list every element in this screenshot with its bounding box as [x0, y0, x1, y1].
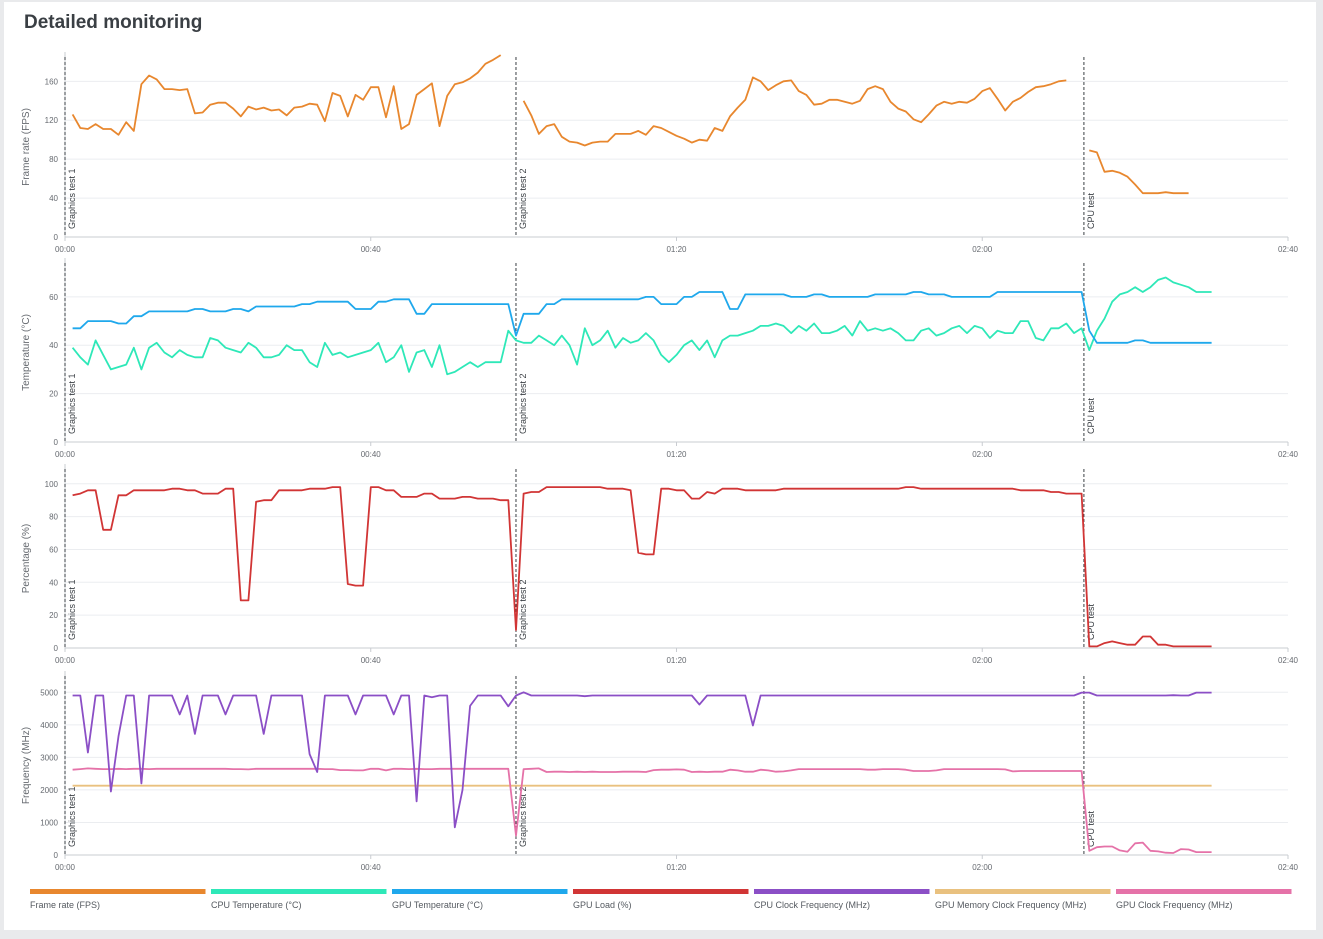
series-line [71, 276, 1212, 376]
y-axis-label: Percentage (%) [21, 524, 32, 593]
x-tick-label: 02:40 [1278, 450, 1299, 459]
y-tick-label: 20 [49, 390, 58, 399]
x-tick-label: 00:00 [55, 450, 76, 459]
y-tick-label: 120 [45, 116, 59, 125]
test-marker-label: CPU test [1086, 603, 1096, 640]
legend-swatch [30, 889, 206, 894]
y-tick-label: 20 [49, 611, 58, 620]
legend-label: CPU Temperature (°C) [211, 900, 301, 910]
legend-swatch [392, 889, 568, 894]
x-tick-label: 01:20 [666, 450, 687, 459]
x-tick-label: 02:40 [1278, 245, 1299, 254]
y-tick-label: 60 [49, 545, 58, 554]
legend-item: GPU Temperature (°C) [392, 889, 568, 910]
legend-item: CPU Temperature (°C) [211, 889, 387, 910]
y-tick-label: 60 [49, 293, 58, 302]
chart-panel-1: 0 40 80 120 160 00:00 00:40 01:20 02:00 02:40 Fram… [21, 52, 1299, 254]
x-tick-label: 00:00 [55, 656, 76, 665]
legend-item: CPU Clock Frequency (MHz) [754, 889, 930, 910]
y-tick-label: 1000 [40, 818, 58, 827]
y-tick-label: 0 [54, 644, 59, 653]
legend-item: GPU Load (%) [573, 889, 749, 910]
test-marker-label: Graphics test 1 [67, 579, 77, 640]
series-line [1089, 149, 1189, 195]
page-title: Detailed monitoring [24, 12, 203, 33]
series-line [72, 486, 1212, 648]
y-tick-label: 5000 [40, 688, 58, 697]
test-marker-label: Graphics test 2 [518, 168, 528, 229]
legend-label: GPU Temperature (°C) [392, 900, 483, 910]
y-tick-label: 80 [49, 513, 58, 522]
y-axis-label: Frame rate (FPS) [21, 108, 32, 186]
y-tick-label: 40 [49, 578, 58, 587]
x-tick-label: 02:00 [972, 245, 993, 254]
test-marker-label: Graphics test 2 [518, 373, 528, 434]
series-line [522, 76, 1067, 147]
x-tick-label: 00:00 [55, 863, 76, 872]
y-tick-label: 0 [54, 438, 59, 447]
y-tick-label: 40 [49, 341, 58, 350]
x-tick-label: 02:40 [1278, 863, 1299, 872]
legend-swatch [1116, 889, 1292, 894]
legend-swatch [573, 889, 749, 894]
legend-item: Frame rate (FPS) [30, 889, 206, 910]
y-tick-label: 0 [54, 233, 59, 242]
chart-panel-2: 0 20 40 60 00:00 00:40 01:20 02:00 02:40 Temperat… [21, 258, 1299, 459]
test-marker-label: CPU test [1086, 810, 1096, 847]
test-marker-label: Graphics test 1 [67, 373, 77, 434]
series-line [71, 54, 502, 136]
y-tick-label: 0 [54, 851, 59, 860]
y-axis-label: Temperature (°C) [21, 314, 32, 391]
y-tick-label: 3000 [40, 753, 58, 762]
x-tick-label: 02:00 [972, 863, 993, 872]
y-tick-label: 100 [45, 480, 59, 489]
series-line [72, 291, 1212, 344]
legend-label: Frame rate (FPS) [30, 900, 100, 910]
test-marker-label: CPU test [1086, 397, 1096, 434]
legend-item: GPU Clock Frequency (MHz) [1116, 889, 1292, 910]
legend-label: GPU Load (%) [573, 900, 632, 910]
y-tick-label: 160 [45, 77, 59, 86]
x-tick-label: 02:40 [1278, 656, 1299, 665]
x-tick-label: 02:00 [972, 450, 993, 459]
x-tick-label: 01:20 [666, 245, 687, 254]
x-tick-label: 00:40 [361, 863, 382, 872]
x-tick-label: 02:00 [972, 656, 993, 665]
legend-swatch [754, 889, 930, 894]
legend-label: CPU Clock Frequency (MHz) [754, 900, 870, 910]
y-tick-label: 4000 [40, 721, 58, 730]
x-tick-label: 00:40 [361, 245, 382, 254]
x-tick-label: 00:40 [361, 450, 382, 459]
test-marker-label: Graphics test 1 [67, 168, 77, 229]
x-tick-label: 00:40 [361, 656, 382, 665]
monitoring-card: Detailed monitoring [4, 2, 1316, 930]
chart-panel-3: 0 20 40 60 80 100 00:00 00:40 01:20 02:00 02:40 Per… [21, 464, 1299, 665]
y-tick-label: 80 [49, 155, 58, 164]
series-line [72, 691, 1212, 829]
x-tick-label: 01:20 [666, 656, 687, 665]
x-tick-label: 01:20 [666, 863, 687, 872]
y-tick-label: 2000 [40, 786, 58, 795]
y-axis-label: Frequency (MHz) [21, 727, 32, 804]
legend-swatch [935, 889, 1111, 894]
legend-swatch [211, 889, 387, 894]
legend-label: GPU Clock Frequency (MHz) [1116, 900, 1233, 910]
test-marker-label: Graphics test 2 [518, 786, 528, 847]
test-marker-label: CPU test [1086, 192, 1096, 229]
chart-panel-4: 0 1000 2000 3000 4000 5000 00:00 00:40 01:20 02:0… [21, 671, 1299, 872]
x-tick-label: 00:00 [55, 245, 76, 254]
test-marker-label: Graphics test 1 [67, 786, 77, 847]
legend-label: GPU Memory Clock Frequency (MHz) [935, 900, 1087, 910]
test-marker-label: Graphics test 2 [518, 579, 528, 640]
legend-item: GPU Memory Clock Frequency (MHz) [935, 889, 1111, 910]
series-line [72, 767, 1212, 854]
legend: Frame rate (FPS) CPU Temperature (°C) GPU … [30, 889, 1292, 910]
y-tick-label: 40 [49, 194, 58, 203]
